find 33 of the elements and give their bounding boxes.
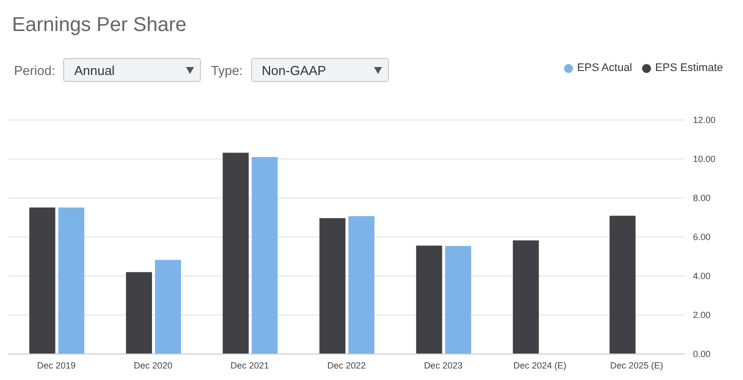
bar <box>58 208 84 354</box>
bar <box>445 246 472 354</box>
bar <box>29 208 56 354</box>
y-tick-label: 10.00 <box>693 154 716 164</box>
dropdown-field: Non-GAAP <box>250 58 389 82</box>
bar <box>319 218 346 354</box>
bar <box>154 260 181 354</box>
text: Type: <box>211 62 243 78</box>
y-tick-label: 12.00 <box>693 115 716 126</box>
dropdown-field: Annual <box>63 58 202 82</box>
x-tick-label: Dec 2023 <box>424 360 462 370</box>
y-tick-label: 8.00 <box>693 193 711 204</box>
y-tick-label: 4.00 <box>693 271 711 282</box>
legend-label: EPS Actual <box>577 62 632 74</box>
x-tick-label: Dec 2020 <box>134 360 172 370</box>
chart-title: Earnings Per Share <box>12 14 187 37</box>
bar <box>512 240 539 354</box>
y-tick-label: 0.00 <box>693 349 711 360</box>
bar <box>348 216 374 354</box>
bar <box>222 152 249 354</box>
bar <box>252 157 278 354</box>
bar <box>416 246 442 354</box>
x-tick-label: Dec 2022 <box>327 360 366 370</box>
legend-label: EPS Estimate <box>655 62 723 74</box>
y-tick-label: 6.00 <box>693 232 711 242</box>
bar <box>610 216 636 354</box>
x-tick-label: Dec 2019 <box>37 360 76 370</box>
x-tick-label: Dec 2025 (E) <box>610 360 664 370</box>
x-tick-label: Dec 2024 (E) <box>513 360 566 370</box>
bar <box>126 272 152 354</box>
text: Period: <box>14 62 56 78</box>
x-tick-label: Dec 2021 <box>230 360 270 370</box>
y-tick-label: 2.00 <box>693 310 711 320</box>
